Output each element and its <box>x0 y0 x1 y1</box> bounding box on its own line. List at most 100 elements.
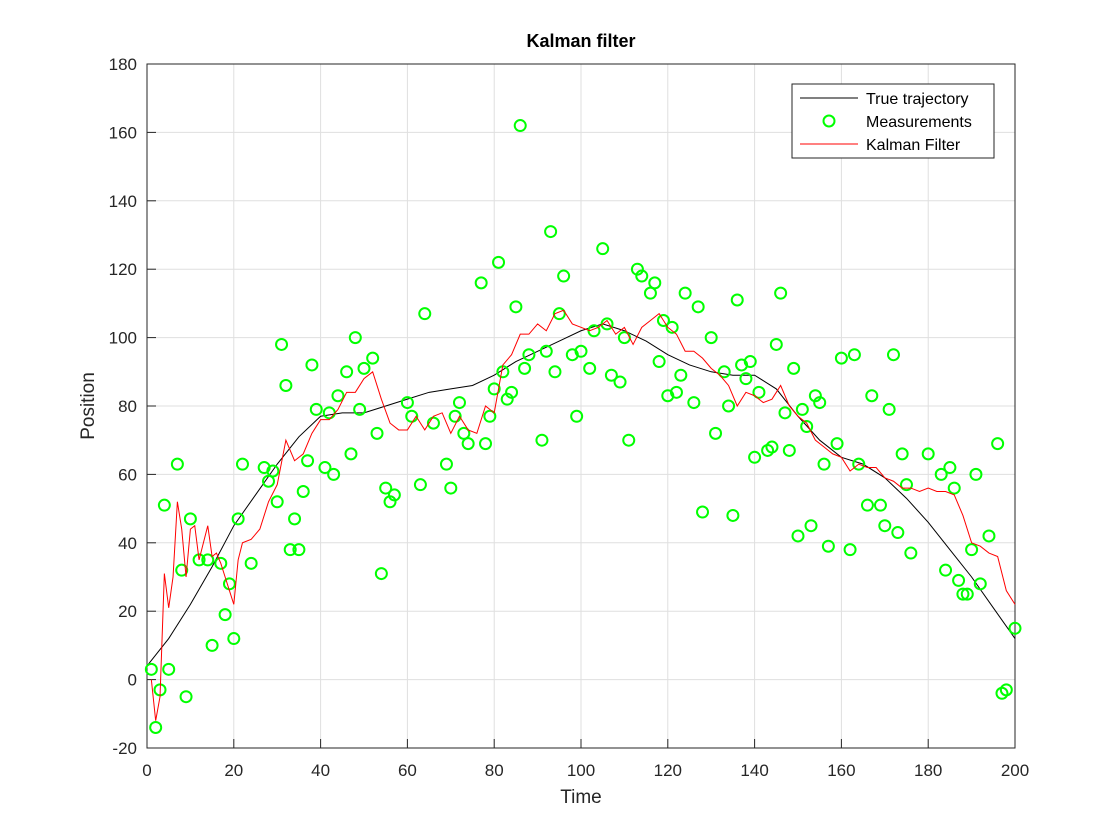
measurement-point <box>635 269 649 283</box>
measurement-point <box>600 317 614 331</box>
measurement-point <box>366 351 380 365</box>
series-line <box>150 309 1016 721</box>
measurement-point <box>739 372 753 386</box>
y-tick-label: 0 <box>128 671 137 690</box>
measurement-point <box>461 437 475 451</box>
measurement-point <box>795 402 809 416</box>
y-axis-label: Position <box>78 372 99 440</box>
measurement-point <box>652 355 666 369</box>
measurement-point <box>492 255 506 269</box>
measurement-point <box>656 314 670 327</box>
measurement-point <box>952 573 966 587</box>
measurement-point <box>900 478 913 492</box>
measurement-point <box>973 577 987 591</box>
measurement-point <box>969 467 983 481</box>
legend: True trajectory Measurements Kalman Filter <box>791 83 995 159</box>
measurement-point <box>730 293 744 307</box>
measurement-point <box>201 553 215 567</box>
measurement-point <box>370 426 384 440</box>
y-tick-label: 20 <box>118 602 137 621</box>
y-tick-label: 80 <box>118 397 137 416</box>
measurement-point <box>622 433 636 447</box>
legend-label: Measurements <box>866 114 972 131</box>
measurement-point <box>162 662 176 676</box>
legend-label: Kalman Filter <box>866 137 961 154</box>
legend-label: True trajectory <box>866 91 969 108</box>
x-tick-label: 0 <box>142 761 151 780</box>
measurement-point <box>170 457 184 471</box>
measurement-point <box>283 543 297 557</box>
measurement-point <box>270 495 284 509</box>
measurement-point <box>843 543 857 557</box>
measurement-point <box>669 385 683 399</box>
measurement-point <box>852 457 866 471</box>
measurement-point <box>218 608 232 622</box>
measurement-point <box>344 447 358 461</box>
x-tick-label: 60 <box>398 761 417 780</box>
measurement-point <box>895 447 909 461</box>
measurement-point <box>787 361 801 375</box>
measurement-point <box>205 638 219 652</box>
x-axis-label: Time <box>560 787 602 808</box>
measurement-point <box>327 467 341 481</box>
measurement-point <box>696 505 710 519</box>
x-tick-label: 180 <box>914 761 942 780</box>
y-tick-label: 100 <box>109 329 137 348</box>
legend-marker <box>822 114 836 128</box>
measurement-point <box>648 276 662 290</box>
measurement-point <box>288 512 302 526</box>
measurement-point <box>483 409 497 423</box>
measurement-point <box>301 454 315 468</box>
chart-title: Kalman filter <box>526 31 635 51</box>
measurement-point <box>934 467 948 481</box>
measurement-point <box>214 556 228 570</box>
measurement-point <box>418 307 432 321</box>
measurement-point <box>583 361 597 375</box>
measurement-point <box>834 351 848 365</box>
measurement-point <box>800 420 814 434</box>
measurement-point <box>817 457 831 471</box>
measurement-point <box>522 348 536 362</box>
measurement-point <box>678 286 692 300</box>
x-tick-label: 120 <box>654 761 682 780</box>
measurement-point <box>539 344 553 358</box>
measurement-point <box>448 409 462 423</box>
measurement-point <box>357 361 371 375</box>
y-tick-label: -20 <box>112 739 137 758</box>
measurement-point <box>387 488 401 502</box>
measurement-point <box>413 478 427 492</box>
measurement-point <box>548 365 562 379</box>
measurement-point <box>665 320 679 334</box>
measurement-point <box>552 307 566 321</box>
x-tick-label: 40 <box>311 761 330 780</box>
measurement-point <box>921 447 935 461</box>
measurement-point <box>904 546 918 560</box>
measurement-point <box>574 344 588 358</box>
measurement-point <box>279 378 293 392</box>
measurement-point <box>244 556 258 570</box>
measurement-point <box>891 526 905 540</box>
measurement-point <box>439 457 453 471</box>
measurement-point <box>509 300 523 314</box>
measurement-point <box>882 402 896 416</box>
measurement-point <box>305 358 319 372</box>
measurement-point <box>513 119 527 133</box>
measurement-point <box>479 437 493 451</box>
measurement-point <box>778 406 792 420</box>
measurement-point <box>674 368 688 382</box>
measurement-point <box>426 416 440 430</box>
measurement-point <box>309 402 323 416</box>
measurement-point <box>235 457 249 471</box>
measurement-point <box>444 481 458 495</box>
measurement-point <box>748 450 762 464</box>
measurement-point <box>518 361 532 375</box>
measurement-point <box>192 553 206 567</box>
measurement-point <box>847 348 861 362</box>
measurement-point <box>722 399 736 413</box>
measurement-point <box>726 508 740 522</box>
y-tick-label: 60 <box>118 465 137 484</box>
measurement-point <box>340 365 354 379</box>
y-tick-label: 180 <box>109 55 137 74</box>
measurement-point <box>947 481 961 495</box>
